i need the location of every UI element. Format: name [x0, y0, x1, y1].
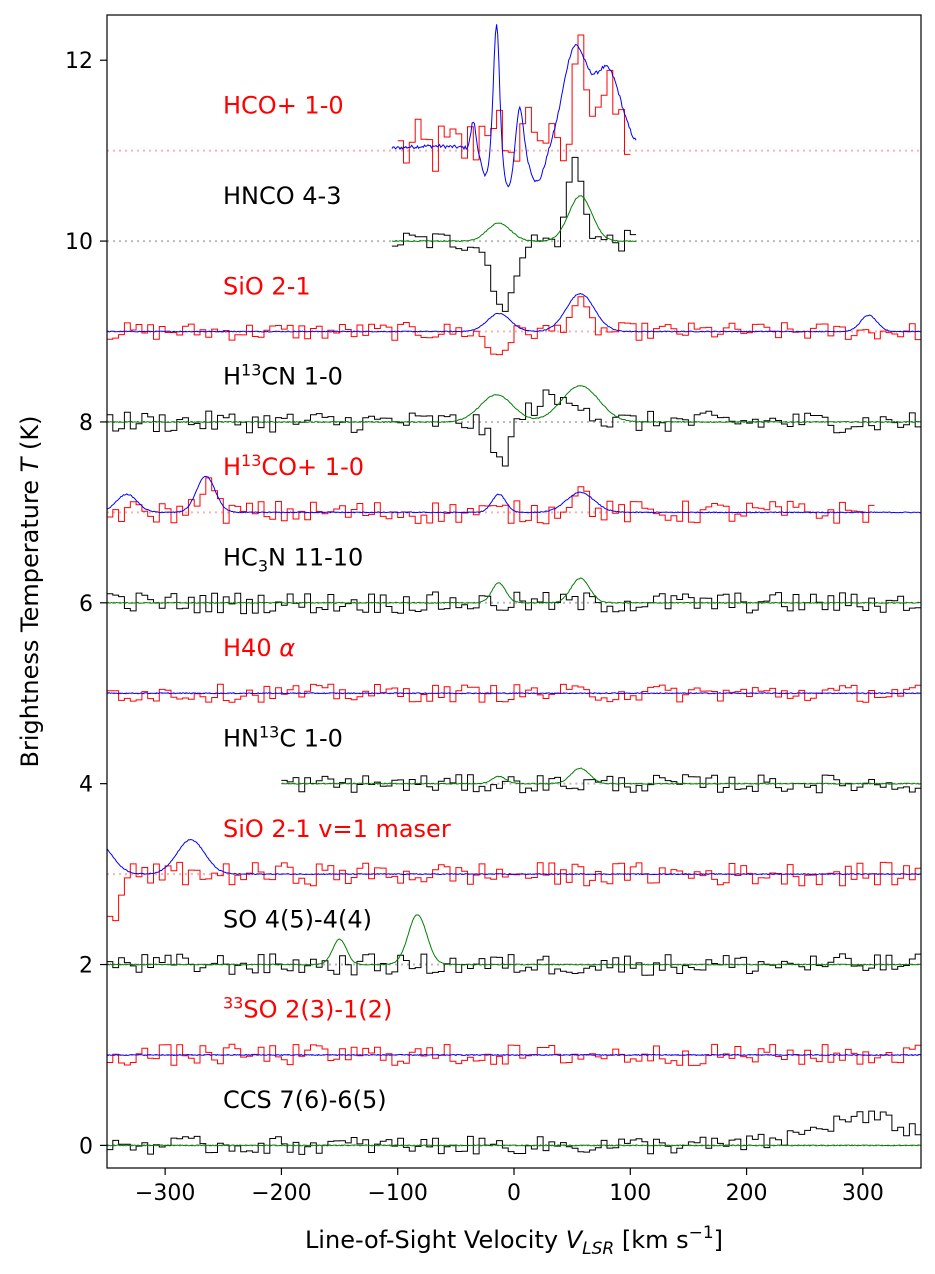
observed-spectrum-5 — [107, 591, 921, 615]
line-label-9: SO 4(5)-4(4) — [223, 905, 372, 933]
observed-spectrum-10 — [107, 1043, 921, 1066]
model-spectrum-3 — [106, 385, 922, 424]
y-tick-label-2: 4 — [79, 773, 93, 798]
x-tick-label-5: 200 — [726, 1181, 768, 1206]
x-tick-label-6: 300 — [842, 1181, 884, 1206]
line-labels: HCO+ 1-0 HNCO 4-3 SiO 2-1 H13CN 1-0 H13CO+ 1… — [223, 91, 451, 1114]
model-spectrum-10 — [106, 1053, 922, 1057]
model-spectrum-2 — [106, 292, 922, 333]
line-label-3: H13CN 1-0 — [223, 361, 343, 391]
x-tick-label-4: 100 — [609, 1181, 651, 1206]
model-spectrum-11 — [106, 1144, 922, 1147]
model-spectrum-7 — [281, 767, 922, 785]
line-label-6: H40 α — [223, 634, 295, 662]
y-tick-label-3: 6 — [79, 592, 93, 617]
y-tick-label-0: 0 — [79, 1134, 93, 1159]
observed-spectrum-6 — [107, 683, 921, 703]
line-label-0: HCO+ 1-0 — [223, 91, 344, 119]
x-tick-label-3: 0 — [507, 1181, 521, 1206]
model-spectrum-1 — [391, 195, 637, 243]
line-label-7: HN13C 1-0 — [223, 722, 343, 752]
model-spectrum-6 — [106, 692, 922, 695]
y-tick-label-4: 8 — [79, 411, 93, 436]
x-tick-label-0: −300 — [135, 1181, 195, 1206]
y-axis-title: Brightness Temperature T (K) — [16, 416, 44, 768]
x-tick-label-2: −100 — [367, 1181, 427, 1206]
line-label-4: H13CO+ 1-0 — [223, 451, 364, 481]
y-tick-label-1: 2 — [79, 954, 93, 979]
model-spectrum-9 — [106, 914, 922, 966]
observed-spectrum-9 — [107, 953, 921, 976]
line-label-5: HC3N 11-10 — [223, 544, 363, 576]
y-tick-label-5: 10 — [65, 230, 93, 255]
x-axis-title: Line-of-Sight Velocity VLSR [km s−1] — [305, 1223, 723, 1259]
observed-spectrum-4 — [107, 477, 875, 525]
model-spectrum-4 — [106, 475, 922, 514]
observed-spectrum-11 — [107, 1110, 921, 1155]
spectra-traces — [106, 24, 922, 1155]
observed-spectrum-2 — [107, 296, 921, 356]
line-label-2: SiO 2-1 — [223, 272, 311, 300]
model-spectrum-5 — [106, 577, 922, 604]
model-spectrum-0 — [391, 24, 637, 188]
line-label-8: SiO 2-1 v=1 maser — [223, 815, 451, 843]
observed-spectrum-1 — [391, 156, 637, 312]
model-spectrum-8 — [106, 838, 922, 876]
line-label-11: CCS 7(6)-6(5) — [223, 1086, 387, 1114]
line-label-1: HNCO 4-3 — [223, 182, 341, 210]
y-tick-label-6: 12 — [65, 49, 93, 74]
line-label-10: 33SO 2(3)-1(2) — [223, 994, 392, 1024]
x-tick-label-1: −200 — [251, 1181, 311, 1206]
axis-ticks: −300 −200 −100 0 100 200 300 0 2 4 6 8 10 12 — [65, 49, 884, 1206]
